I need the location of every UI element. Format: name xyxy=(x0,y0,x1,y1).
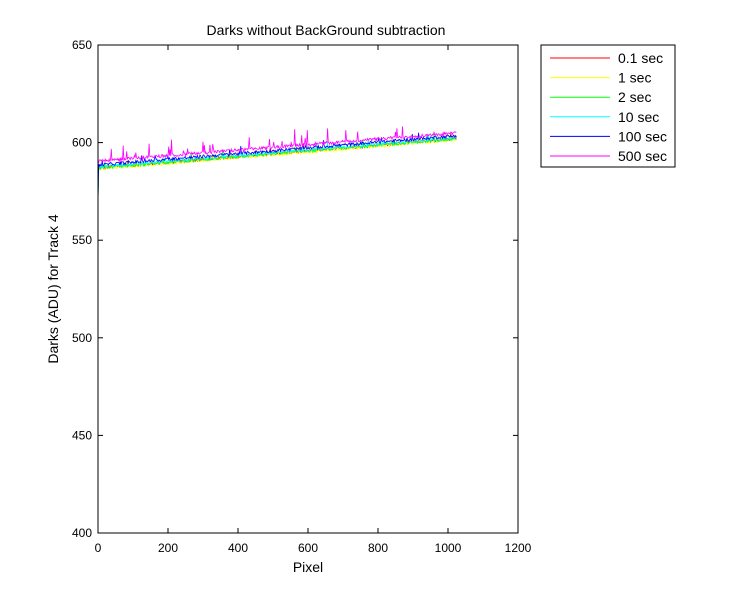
x-tick-label: 600 xyxy=(298,541,318,555)
legend-entry-label: 500 sec xyxy=(618,148,667,164)
legend-entries: 0.1 sec 1 sec 2 sec 10 sec 100 sec 500 sec xyxy=(550,50,667,164)
y-tick-label: 550 xyxy=(72,233,92,247)
y-tick-label: 600 xyxy=(72,136,92,150)
legend-entry-label: 2 sec xyxy=(618,89,651,105)
x-axis: 0 200 400 600 800 1000 1200 xyxy=(95,45,532,555)
chart-title: Darks without BackGround subtraction xyxy=(207,22,446,38)
x-tick-label: 800 xyxy=(368,541,388,555)
x-tick-label: 200 xyxy=(158,541,178,555)
legend-entry-label: 10 sec xyxy=(618,109,659,125)
legend-box xyxy=(540,44,676,168)
plot-background xyxy=(98,45,518,533)
legend-entry-label: 0.1 sec xyxy=(618,50,663,66)
series-line-10-sec xyxy=(97,134,457,200)
x-tick-label: 1200 xyxy=(505,541,532,555)
y-tick-label: 400 xyxy=(72,526,92,540)
legend: 0.1 sec 1 sec 2 sec 10 sec 100 sec 500 sec xyxy=(540,44,676,168)
x-tick-label: 400 xyxy=(228,541,248,555)
plot-area xyxy=(97,44,519,534)
y-tick-label: 650 xyxy=(72,38,92,52)
x-axis-label: Pixel xyxy=(293,559,323,575)
y-axis-label: Darks (ADU) for Track 4 xyxy=(45,214,61,364)
series-layer xyxy=(97,126,457,202)
y-tick-label: 500 xyxy=(72,331,92,345)
x-tick-label: 1000 xyxy=(435,541,462,555)
legend-entry-label: 1 sec xyxy=(618,70,651,86)
y-tick-label: 450 xyxy=(72,428,92,442)
y-axis: 400 450 500 550 600 650 xyxy=(72,38,518,540)
series-line-100-sec xyxy=(97,132,457,202)
legend-entry-label: 100 sec xyxy=(618,128,667,144)
series-line-500-sec xyxy=(97,126,457,165)
x-tick-label: 0 xyxy=(95,541,102,555)
